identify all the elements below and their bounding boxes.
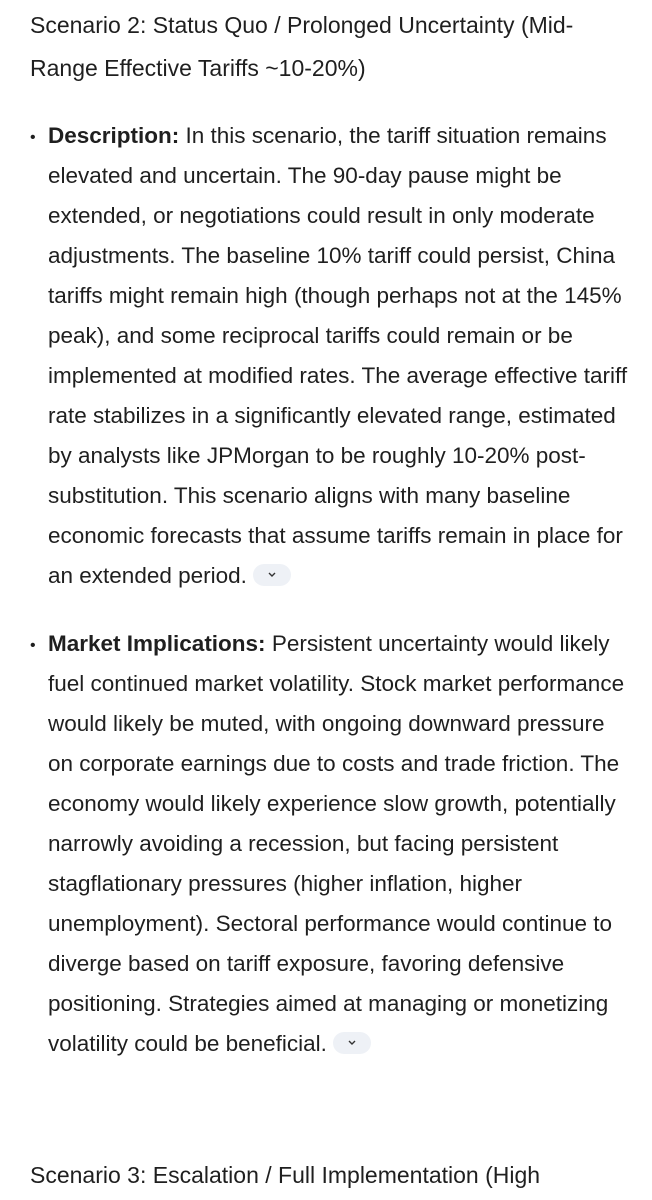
bullet-item: • Description: In this scenario, the tari…: [30, 123, 628, 588]
bullet-item: • Market Implications: Persistent uncerta…: [30, 631, 625, 1056]
bullet-label: Market Implications:: [48, 631, 266, 656]
expand-chip[interactable]: [252, 564, 291, 587]
bullet-list: • Description: In this scenario, the tari…: [0, 116, 652, 1064]
scenario-heading: Scenario 3: Escalation / Full Implementa…: [30, 1162, 541, 1188]
bullet-text: Persistent uncertainty would likely fuel…: [48, 631, 625, 1056]
scenario-heading: Scenario 2: Status Quo / Prolonged Uncer…: [30, 12, 574, 81]
bullet-text: In this scenario, the tariff situation r…: [48, 123, 628, 588]
expand-chip[interactable]: [332, 1032, 371, 1055]
bullet-label: Description:: [48, 123, 180, 148]
